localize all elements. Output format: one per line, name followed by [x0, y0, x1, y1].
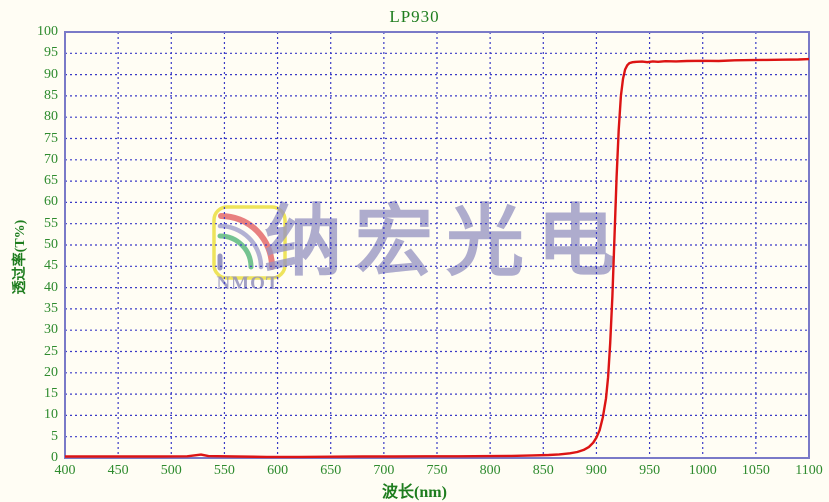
- x-tick-label: 700: [373, 463, 395, 478]
- chart-title: LP930: [389, 7, 440, 26]
- y-tick-label: 30: [44, 322, 58, 338]
- y-tick-label: 40: [44, 279, 58, 295]
- y-tick-label: 0: [51, 450, 58, 465]
- y-tick-label: 25: [44, 343, 58, 359]
- watermark-cjk-text: 纳宏光电: [264, 198, 629, 285]
- x-tick-label: 1050: [741, 463, 770, 478]
- y-tick-label: 100: [37, 24, 58, 39]
- y-tick-label: 35: [44, 300, 58, 316]
- y-tick-label: 65: [44, 173, 58, 189]
- y-tick-label: 75: [44, 130, 58, 146]
- y-tick-label: 60: [44, 194, 58, 210]
- y-tick-label: 10: [44, 407, 58, 423]
- x-tick-label: 600: [267, 463, 289, 478]
- x-tick-label: 950: [639, 463, 661, 478]
- x-tick-label: 550: [213, 463, 235, 478]
- x-tick-label: 850: [532, 463, 554, 478]
- x-tick-label: 450: [107, 463, 129, 478]
- x-tick-label: 1100: [795, 463, 823, 478]
- y-tick-label: 15: [44, 386, 58, 402]
- x-axis-title: 波长(nm): [382, 484, 447, 501]
- y-tick-label: 50: [44, 237, 58, 252]
- y-tick-label: 90: [44, 66, 58, 82]
- y-tick-label: 95: [44, 45, 58, 61]
- x-tick-label: 400: [54, 463, 76, 478]
- y-tick-label: 55: [44, 215, 58, 231]
- x-tick-label: 900: [585, 463, 607, 478]
- y-tick-label: 20: [44, 364, 58, 380]
- x-tick-label: 800: [479, 463, 501, 478]
- x-tick-label: 500: [160, 463, 182, 478]
- y-tick-label: 80: [44, 109, 58, 125]
- x-tick-label: 750: [426, 463, 448, 478]
- x-tick-label: 650: [320, 463, 342, 478]
- y-tick-label: 45: [44, 258, 58, 274]
- y-tick-label: 85: [44, 87, 58, 103]
- x-tick-label: 1000: [688, 463, 717, 478]
- y-tick-label: 70: [44, 151, 58, 167]
- y-tick-label: 5: [51, 428, 58, 444]
